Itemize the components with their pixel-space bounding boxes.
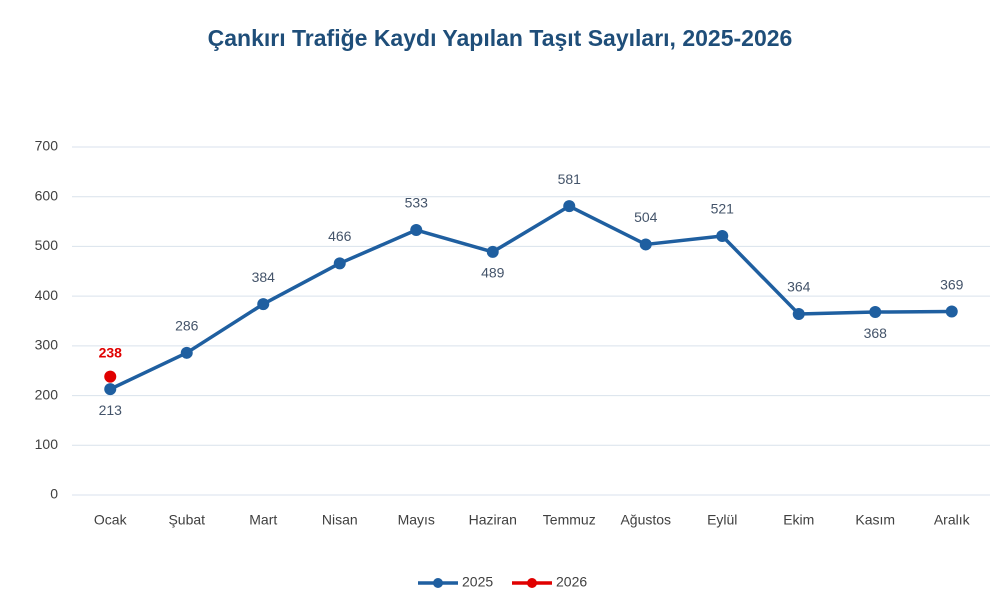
y-tick-label: 200	[35, 386, 59, 402]
marker	[792, 308, 805, 321]
x-tick-label: Haziran	[469, 512, 517, 528]
data-label: 368	[864, 325, 888, 341]
marker	[104, 370, 117, 383]
marker	[945, 305, 958, 318]
y-tick-label: 400	[35, 287, 59, 303]
x-tick-label: Temmuz	[543, 512, 596, 528]
y-tick-label: 700	[35, 138, 59, 154]
data-label: 213	[99, 402, 123, 418]
x-tick-label: Mayıs	[398, 512, 435, 528]
data-label: 286	[175, 318, 199, 334]
y-tick-label: 100	[35, 436, 59, 452]
data-label: 489	[481, 265, 505, 281]
y-tick-label: 300	[35, 337, 59, 353]
x-tick-label: Mart	[249, 512, 277, 528]
legend-marker	[527, 578, 537, 588]
marker	[563, 200, 576, 213]
legend-marker	[433, 578, 443, 588]
x-tick-label: Nisan	[322, 512, 358, 528]
marker	[180, 346, 193, 359]
series-line	[109, 204, 952, 391]
marker	[486, 245, 499, 258]
x-tick-label: Ağustos	[620, 512, 671, 528]
x-tick-label: Şubat	[168, 512, 205, 528]
legend-label: 2025	[462, 574, 493, 590]
y-tick-label: 600	[35, 187, 59, 203]
x-tick-label: Aralık	[934, 512, 971, 528]
data-label: 238	[99, 344, 123, 360]
data-label: 364	[787, 279, 811, 295]
marker	[639, 238, 652, 251]
data-label: 369	[940, 276, 964, 292]
x-tick-label: Eylül	[707, 512, 737, 528]
data-label: 466	[328, 228, 352, 244]
data-label: 533	[405, 195, 429, 211]
y-tick-label: 500	[35, 237, 59, 253]
marker	[257, 298, 270, 311]
marker	[333, 257, 346, 270]
x-tick-label: Ekim	[783, 512, 814, 528]
data-label: 504	[634, 209, 658, 225]
data-label: 581	[558, 171, 582, 187]
chart-title: Çankırı Trafiğe Kaydı Yapılan Taşıt Sayı…	[208, 25, 793, 51]
x-tick-label: Ocak	[94, 512, 128, 528]
data-label: 384	[252, 269, 276, 285]
marker	[716, 229, 729, 242]
x-tick-label: Kasım	[855, 512, 895, 528]
marker	[104, 383, 117, 396]
legend-label: 2026	[556, 574, 587, 590]
y-tick-label: 0	[50, 486, 58, 502]
marker	[410, 224, 423, 237]
data-label: 521	[711, 201, 735, 217]
marker	[869, 306, 882, 319]
